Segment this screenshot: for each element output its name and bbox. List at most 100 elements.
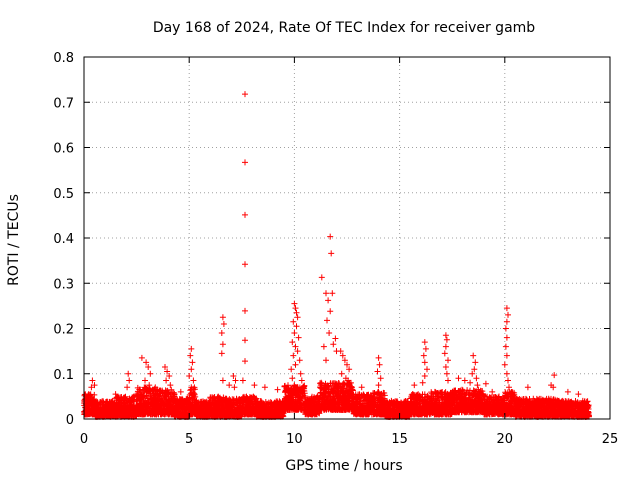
data-point (158, 410, 165, 416)
data-point (186, 391, 193, 398)
data-point (227, 411, 234, 418)
data-point (186, 399, 193, 406)
grid-lines (84, 57, 610, 419)
data-point (166, 398, 173, 405)
data-point (172, 412, 179, 418)
data-point (209, 396, 216, 403)
data-point (281, 399, 288, 406)
data-point (114, 412, 121, 419)
data-point (162, 391, 169, 398)
data-point (269, 405, 276, 412)
chart-title: Day 168 of 2024, Rate Of TEC Index for r… (153, 20, 535, 36)
data-point (262, 413, 269, 420)
data-point (228, 406, 235, 413)
data-point (213, 403, 220, 410)
data-point (246, 399, 253, 406)
data-point (135, 396, 142, 403)
data-point (250, 393, 257, 400)
data-point (282, 388, 289, 395)
data-point (254, 413, 261, 420)
data-point (177, 404, 184, 411)
data-point (191, 394, 198, 401)
data-point (97, 404, 104, 411)
data-point (273, 398, 280, 405)
data-point (230, 396, 237, 403)
data-point (124, 399, 131, 406)
data-point (142, 384, 149, 391)
data-point (208, 413, 215, 419)
data-point (139, 410, 146, 417)
data-point (84, 403, 91, 410)
data-point (147, 394, 154, 401)
data-point (144, 407, 151, 414)
data-point (225, 403, 232, 410)
data-point (154, 408, 161, 415)
data-point (156, 400, 163, 407)
x-axis-label: GPS time / hours (285, 458, 402, 474)
data-point (240, 405, 247, 412)
y-axis-label: ROTI / TECUs (6, 194, 22, 286)
data-point (127, 397, 134, 404)
data-point (201, 405, 208, 412)
data-point (108, 399, 115, 406)
data-point (92, 405, 99, 412)
data-point (151, 404, 158, 410)
data-point (230, 402, 237, 409)
data-point (139, 389, 146, 396)
data-point (170, 389, 177, 396)
data-point (289, 403, 296, 410)
data-point (256, 406, 263, 413)
data-point (129, 405, 135, 412)
data-point (101, 408, 108, 415)
data-point (145, 389, 152, 396)
data-point (283, 395, 290, 402)
data-point (113, 394, 120, 401)
data-point (268, 399, 275, 406)
data-point (215, 412, 222, 419)
data-point (245, 404, 252, 411)
data-point (247, 400, 254, 407)
data-point (293, 387, 300, 394)
data-point (125, 410, 132, 417)
data-point (196, 412, 203, 419)
data-point (192, 410, 199, 416)
data-point (106, 403, 113, 410)
data-point (239, 411, 246, 418)
data-point (145, 401, 152, 408)
data-point (282, 382, 288, 389)
data-point (257, 401, 264, 408)
data-point (150, 410, 157, 416)
data-point (218, 401, 225, 408)
data-point (120, 407, 127, 413)
data-point (259, 400, 265, 407)
data-point (278, 410, 285, 417)
data-point (99, 398, 106, 405)
data-point (257, 410, 264, 417)
data-point (156, 387, 163, 394)
data-point (296, 393, 303, 400)
data-point (239, 400, 246, 407)
data-point (144, 395, 151, 402)
data-point (247, 411, 254, 418)
data-point (123, 400, 130, 407)
data-point (122, 395, 129, 402)
data-point (135, 392, 141, 399)
data-point (115, 403, 122, 410)
data-point (128, 406, 135, 413)
data-point (198, 398, 205, 405)
data-point (193, 400, 200, 407)
data-point (137, 400, 144, 407)
data-point (260, 409, 267, 416)
data-point (207, 406, 214, 413)
data-point (173, 404, 180, 410)
data-point (119, 412, 126, 419)
data-points (81, 91, 592, 420)
data-point (172, 396, 179, 403)
data-point (85, 392, 91, 399)
data-point (194, 406, 201, 413)
data-point (180, 408, 187, 415)
data-point (165, 410, 172, 417)
data-point (163, 399, 170, 406)
